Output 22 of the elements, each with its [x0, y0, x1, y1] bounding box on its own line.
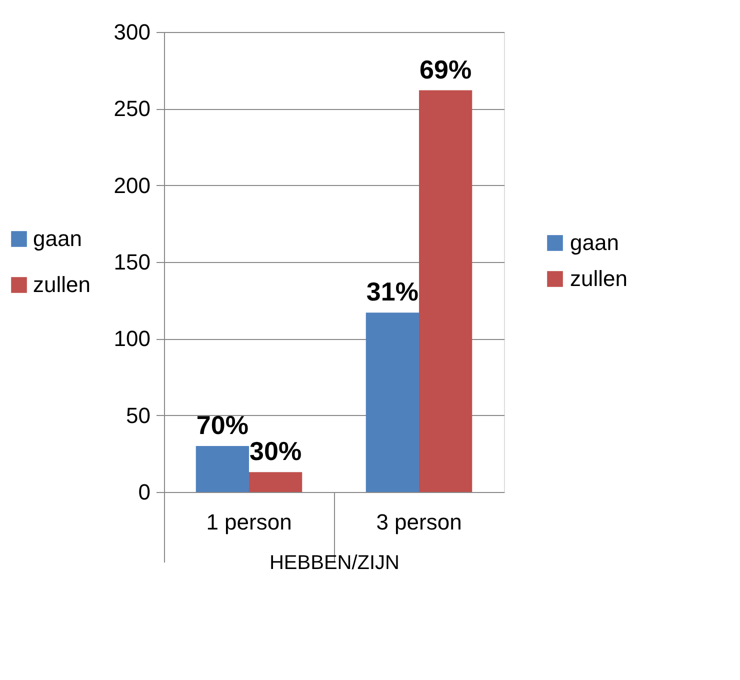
y-tick-label: 250 [114, 96, 150, 122]
x-tick-label: 3 person [376, 510, 462, 534]
bar [419, 90, 472, 492]
bar [366, 312, 419, 492]
y-tick-label: 200 [114, 172, 150, 198]
annotation: 70% [196, 410, 248, 440]
y-tick-label: 50 [126, 402, 150, 428]
bar [196, 446, 249, 492]
y-tick-label: 0 [138, 480, 150, 504]
y-tick-label: 150 [114, 250, 150, 274]
text: gaan [570, 230, 619, 255]
y-tick-label: 300 [114, 20, 150, 44]
x-axis-title: HEBBEN/ZIJN [269, 552, 400, 574]
text: zullen [33, 272, 90, 297]
x-tick-label: 1 person [206, 510, 292, 534]
annotation: 69% [420, 54, 472, 84]
y-tick-label: 100 [114, 326, 150, 352]
bar [249, 472, 302, 492]
legend-label: zullen [570, 266, 628, 291]
annotation: 30% [250, 436, 302, 466]
legend-label: gaan [33, 226, 82, 251]
annotation: 31% [366, 276, 418, 307]
